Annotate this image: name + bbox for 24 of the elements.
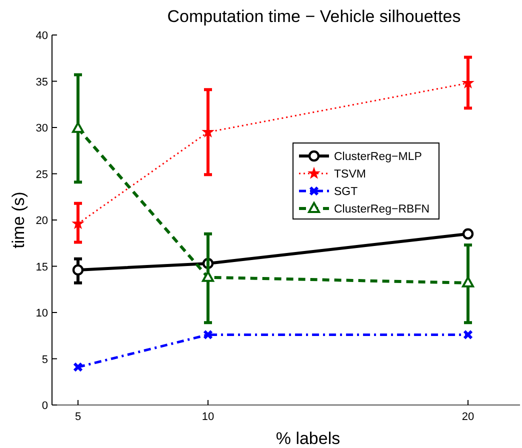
- legend-label: TSVM: [334, 168, 366, 180]
- y-tick-label: 15: [36, 261, 48, 274]
- y-tick-label: 30: [36, 122, 48, 134]
- point: [462, 228, 474, 240]
- y-tick-label: 40: [36, 30, 48, 42]
- y-tick-label: 20: [36, 215, 48, 227]
- chart-title: Computation time − Vehicle silhouettes: [167, 7, 461, 26]
- point: [463, 330, 473, 340]
- legend-label: SGT: [334, 186, 358, 198]
- point: [203, 330, 213, 340]
- y-axis-title: time (s): [9, 192, 28, 248]
- x-axis-title: % labels: [276, 429, 340, 448]
- y-tick-label: 5: [42, 354, 48, 366]
- point: [73, 362, 83, 372]
- y-tick-label: 0: [42, 400, 48, 412]
- x-tick-label: 20: [462, 411, 474, 423]
- legend-label: ClusterReg−MLP: [334, 151, 422, 163]
- x-tick-label: 5: [74, 411, 82, 423]
- point: [72, 264, 84, 276]
- legend-label: ClusterReg−RBFN: [334, 204, 430, 216]
- y-tick-label: 10: [36, 308, 48, 320]
- y-tick-label: 35: [36, 76, 48, 88]
- y-tick-label: 25: [36, 168, 48, 181]
- x-tick-label: 10: [202, 411, 214, 423]
